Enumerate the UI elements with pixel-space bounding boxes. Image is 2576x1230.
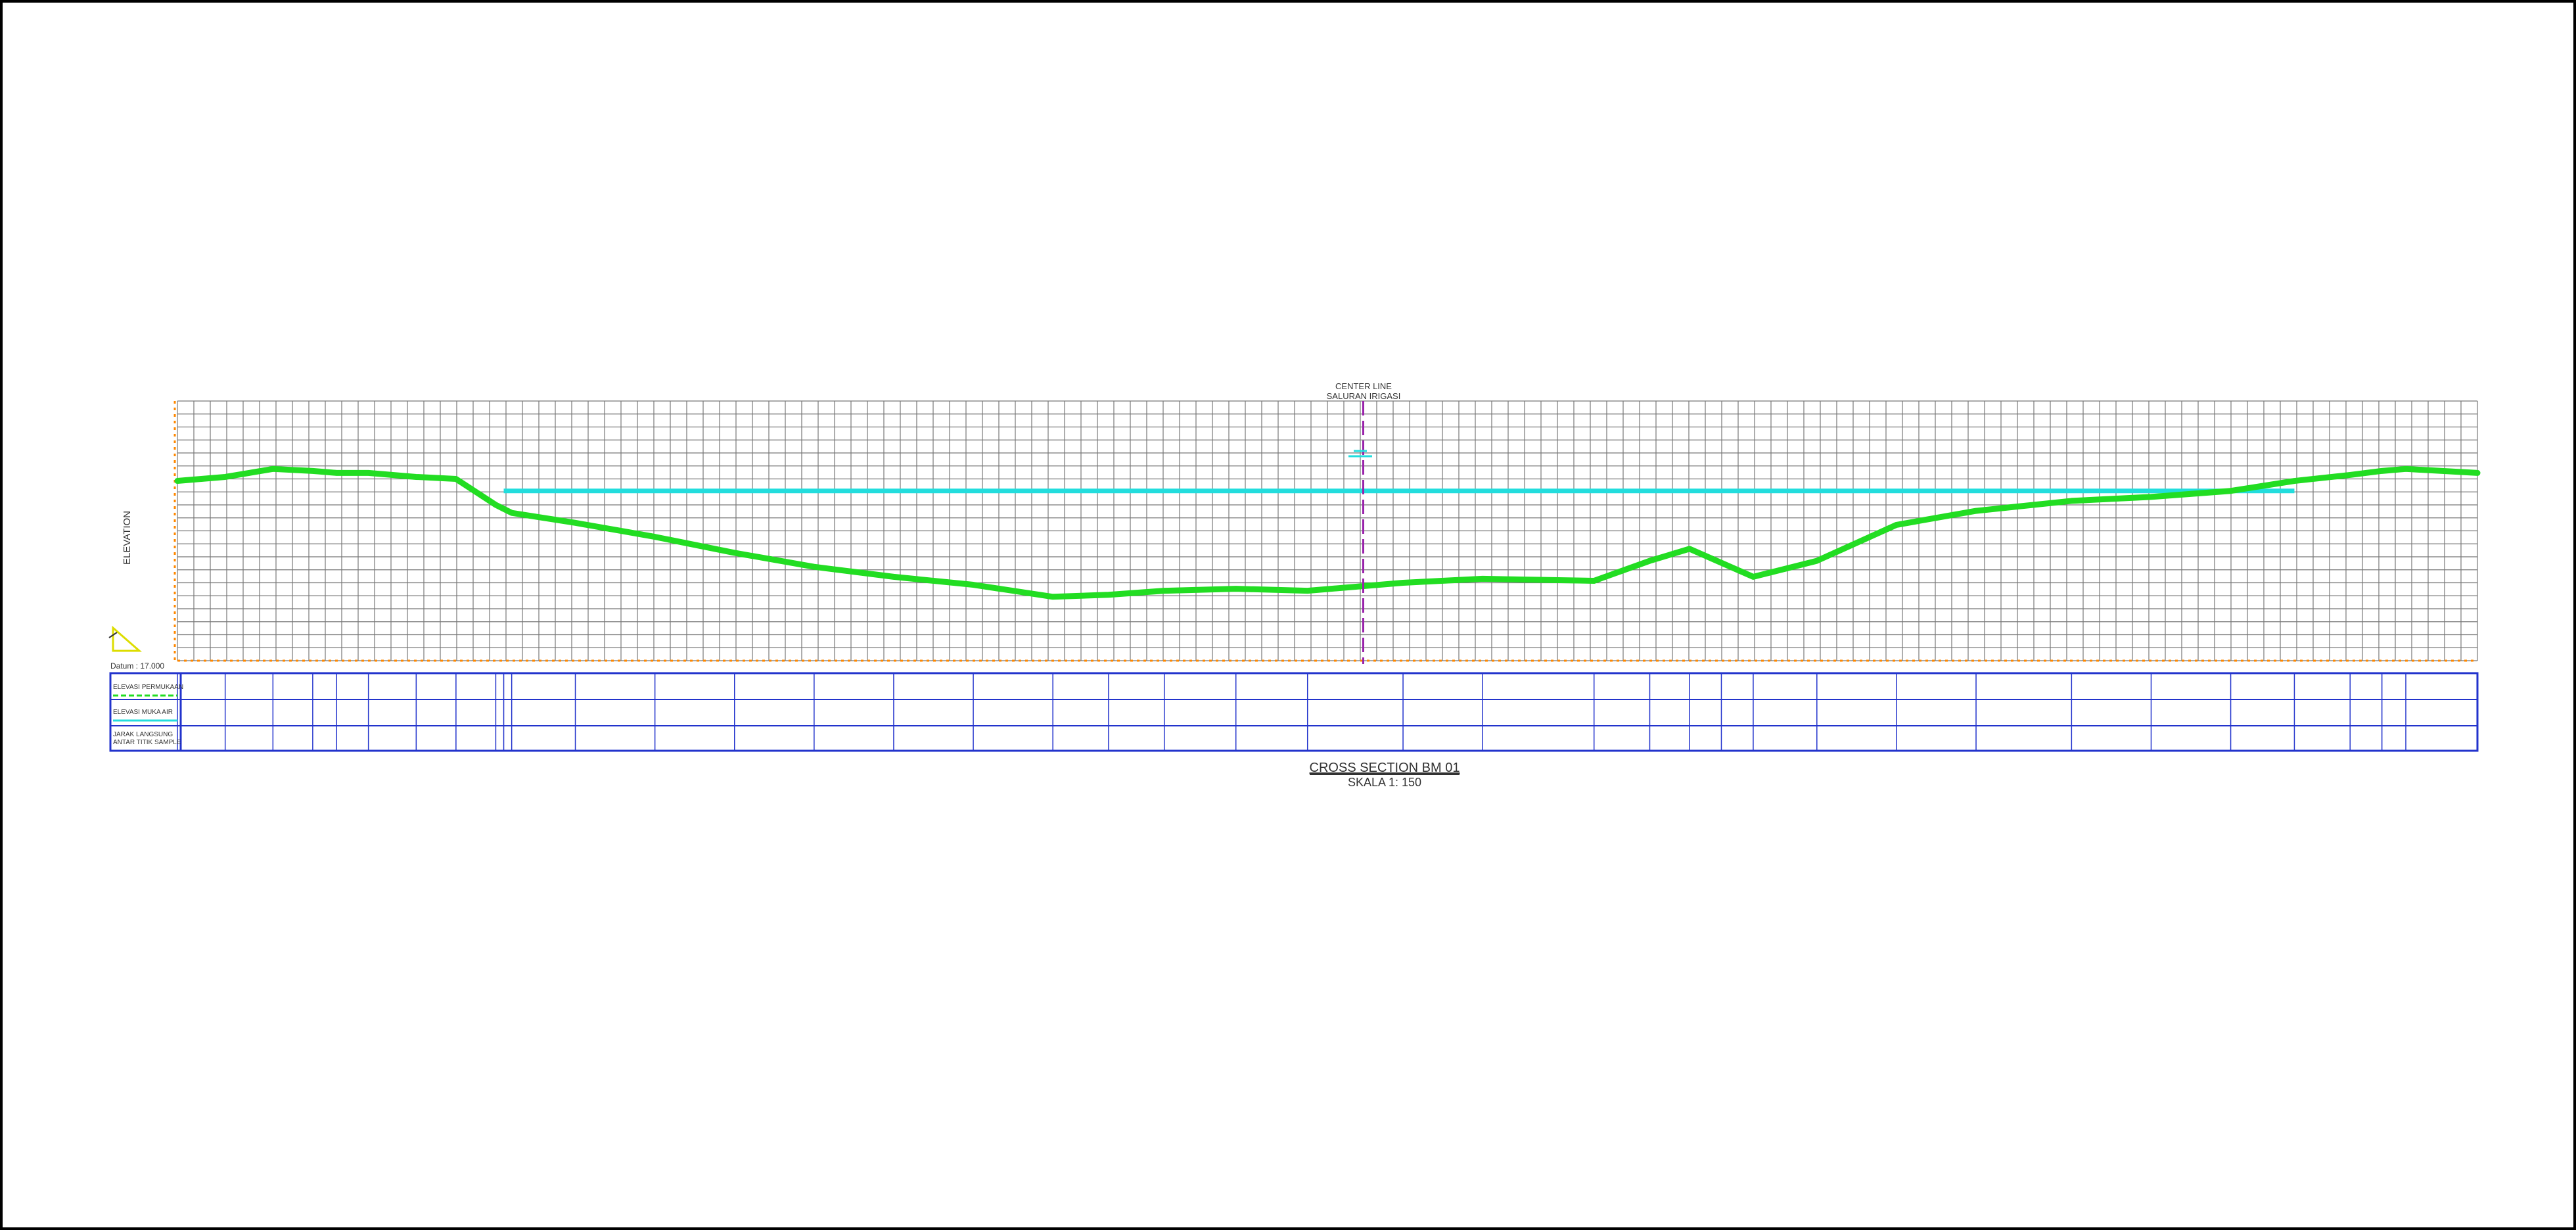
ground-profile-line <box>174 465 2481 600</box>
axis-ticks <box>173 401 2477 662</box>
datum-label: Datum : 17.000 <box>110 661 164 671</box>
drawing-subtitle: SKALA 1: 150 <box>1348 776 1421 789</box>
table-row-label-jarak-langsung: JARAK LANGSUNG <box>113 731 173 738</box>
table-row-label-elevasi-muka-air: ELEVASI MUKA AIR <box>113 709 173 716</box>
table-row-label-antar-titik: ANTAR TITIK SAMPLE <box>113 739 181 746</box>
table-row-label-elevasi-permukaan: ELEVASI PERMUKAAN <box>113 684 183 691</box>
centerline-label-1: CENTER LINE <box>1335 381 1392 391</box>
table-columns <box>177 673 2478 751</box>
y-axis-label: ELEVATION <box>122 511 133 565</box>
elevation-grid <box>177 400 2478 661</box>
drawing-title: CROSS SECTION BM 01 <box>1310 761 1460 775</box>
centerline-label-2: SALURAN IRIGASI <box>1327 391 1401 401</box>
scale-triangle-icon <box>108 625 142 652</box>
water-level-marker-icon <box>1348 450 1372 458</box>
data-table <box>109 672 2479 752</box>
